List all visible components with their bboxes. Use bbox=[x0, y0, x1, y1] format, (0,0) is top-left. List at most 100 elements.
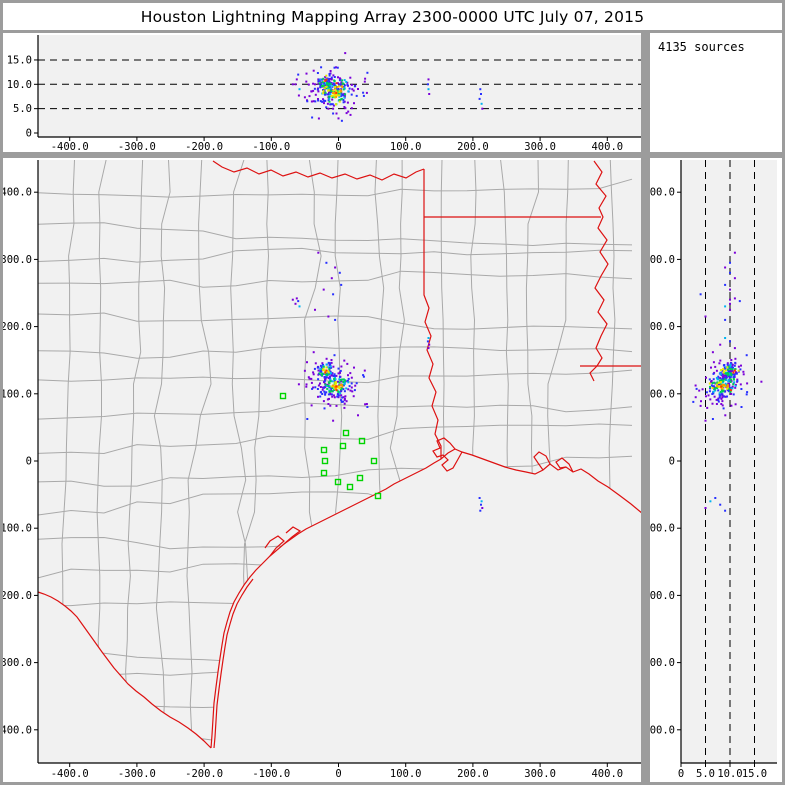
county-line bbox=[38, 222, 633, 247]
tick-label: 300.0 bbox=[524, 768, 556, 780]
lightning-source-dot bbox=[351, 88, 354, 91]
lightning-source-dot bbox=[726, 385, 729, 388]
lightning-source-dot bbox=[332, 107, 335, 110]
tick-label: -100.0 bbox=[252, 768, 290, 780]
lightning-source-dot bbox=[718, 362, 721, 365]
lightning-source-dot bbox=[320, 391, 323, 394]
lightning-source-dot bbox=[324, 393, 327, 396]
lightning-source-dot bbox=[711, 351, 714, 354]
lightning-source-dot bbox=[480, 503, 482, 506]
lightning-source-dot bbox=[715, 369, 718, 372]
lightning-source-dot bbox=[733, 373, 736, 375]
lightning-source-dot bbox=[734, 386, 737, 389]
lightning-source-dot bbox=[722, 368, 725, 370]
tick-label: 100.0 bbox=[650, 388, 675, 400]
axes bbox=[677, 160, 777, 767]
lightning-source-dot bbox=[426, 83, 429, 86]
lightning-source-dot bbox=[727, 368, 730, 371]
lightning-source-dot bbox=[335, 82, 338, 85]
lightning-source-dot bbox=[719, 390, 722, 393]
lightning-source-dot bbox=[331, 387, 334, 389]
lightning-source-dot bbox=[340, 81, 343, 84]
lightning-source-dot bbox=[327, 381, 330, 384]
lightning-source-dot bbox=[347, 374, 349, 377]
lightning-source-dot bbox=[336, 385, 339, 388]
lightning-source-dot bbox=[724, 395, 727, 398]
lightning-source-dot bbox=[324, 76, 327, 78]
lightning-source-dot bbox=[332, 375, 335, 378]
lightning-source-dot bbox=[328, 73, 331, 75]
altitude-ew-projection-panel: 15.0 10.0 5.0 0 -400.0 -300.0 -200.0 -100.0 0 100… bbox=[3, 33, 641, 152]
lightning-source-dot bbox=[710, 366, 712, 369]
lightning-source-dot bbox=[345, 112, 348, 115]
lightning-source-dot bbox=[311, 116, 314, 119]
lightning-source-dot bbox=[710, 381, 712, 384]
lightning-source-dot bbox=[332, 384, 334, 387]
lightning-source-dot bbox=[357, 414, 359, 417]
lightning-source-dot bbox=[727, 365, 730, 368]
lightning-source-dot bbox=[334, 266, 337, 269]
lightning-source-dot bbox=[332, 74, 335, 77]
lightning-source-dot bbox=[731, 385, 734, 388]
lightning-source-dot bbox=[326, 80, 329, 83]
county-line bbox=[38, 312, 633, 330]
lightning-source-dot bbox=[692, 400, 695, 403]
lightning-source-dot bbox=[727, 378, 730, 381]
lightning-source-dot bbox=[729, 302, 731, 305]
lightning-source-dot bbox=[348, 385, 351, 388]
tick-label: 0 bbox=[335, 768, 341, 780]
lightning-source-dot bbox=[723, 364, 726, 366]
lightning-source-dot bbox=[734, 357, 737, 360]
lma-station-marker bbox=[356, 474, 364, 482]
lightning-source-dot bbox=[717, 375, 720, 378]
lightning-source-dot bbox=[341, 385, 344, 388]
lightning-source-dot bbox=[328, 368, 331, 371]
lightning-source-dot bbox=[312, 373, 315, 376]
lightning-source-dot bbox=[322, 83, 325, 86]
lightning-source-dot bbox=[313, 367, 316, 370]
lightning-source-dot bbox=[319, 368, 322, 371]
lightning-source-dot bbox=[346, 101, 349, 104]
lightning-source-dot bbox=[335, 86, 338, 89]
county-line bbox=[38, 346, 633, 359]
lightning-source-dot bbox=[338, 79, 341, 82]
tick-label: -300.0 bbox=[650, 657, 675, 669]
lightning-source-dot bbox=[314, 386, 317, 389]
lightning-source-dot bbox=[699, 404, 702, 407]
lightning-source-dot bbox=[325, 74, 328, 77]
lightning-source-dot bbox=[332, 94, 335, 97]
lightning-source-dot bbox=[340, 389, 343, 392]
lightning-source-dot bbox=[733, 369, 736, 372]
lightning-source-dot bbox=[317, 80, 320, 83]
lightning-source-dot bbox=[343, 359, 346, 362]
lightning-source-dot bbox=[310, 100, 313, 103]
lightning-source-dot bbox=[427, 88, 430, 91]
lightning-source-dot bbox=[294, 302, 297, 305]
lightning-source-dot bbox=[721, 404, 724, 407]
lightning-source-dot bbox=[313, 87, 316, 90]
lightning-source-dot bbox=[342, 384, 345, 387]
lightning-source-dot bbox=[724, 371, 727, 374]
lightning-source-dot bbox=[704, 419, 707, 422]
lma-station-marker bbox=[370, 457, 378, 465]
lightning-source-dot bbox=[335, 112, 338, 115]
lightning-source-dot bbox=[712, 361, 715, 364]
county-line bbox=[38, 178, 633, 198]
lightning-source-dot bbox=[341, 82, 344, 85]
lightning-source-dot bbox=[340, 383, 343, 386]
lightning-source-dot bbox=[321, 362, 324, 365]
county-line bbox=[186, 160, 212, 737]
lightning-source-dot bbox=[724, 305, 727, 308]
lightning-source-dot bbox=[312, 69, 315, 72]
lightning-source-dot bbox=[699, 293, 702, 296]
tick-label: -400.0 bbox=[51, 768, 89, 780]
lightning-source-dot bbox=[724, 382, 727, 385]
lightning-source-dot bbox=[721, 393, 724, 396]
sources-count-label: 4135 sources bbox=[658, 40, 745, 54]
lightning-source-dot bbox=[723, 395, 726, 398]
lightning-source-dot bbox=[310, 377, 313, 380]
lightning-source-dot bbox=[334, 385, 336, 388]
lightning-source-dot bbox=[317, 384, 320, 387]
lightning-source-dot bbox=[730, 374, 733, 376]
lightning-source-dot bbox=[343, 383, 346, 385]
